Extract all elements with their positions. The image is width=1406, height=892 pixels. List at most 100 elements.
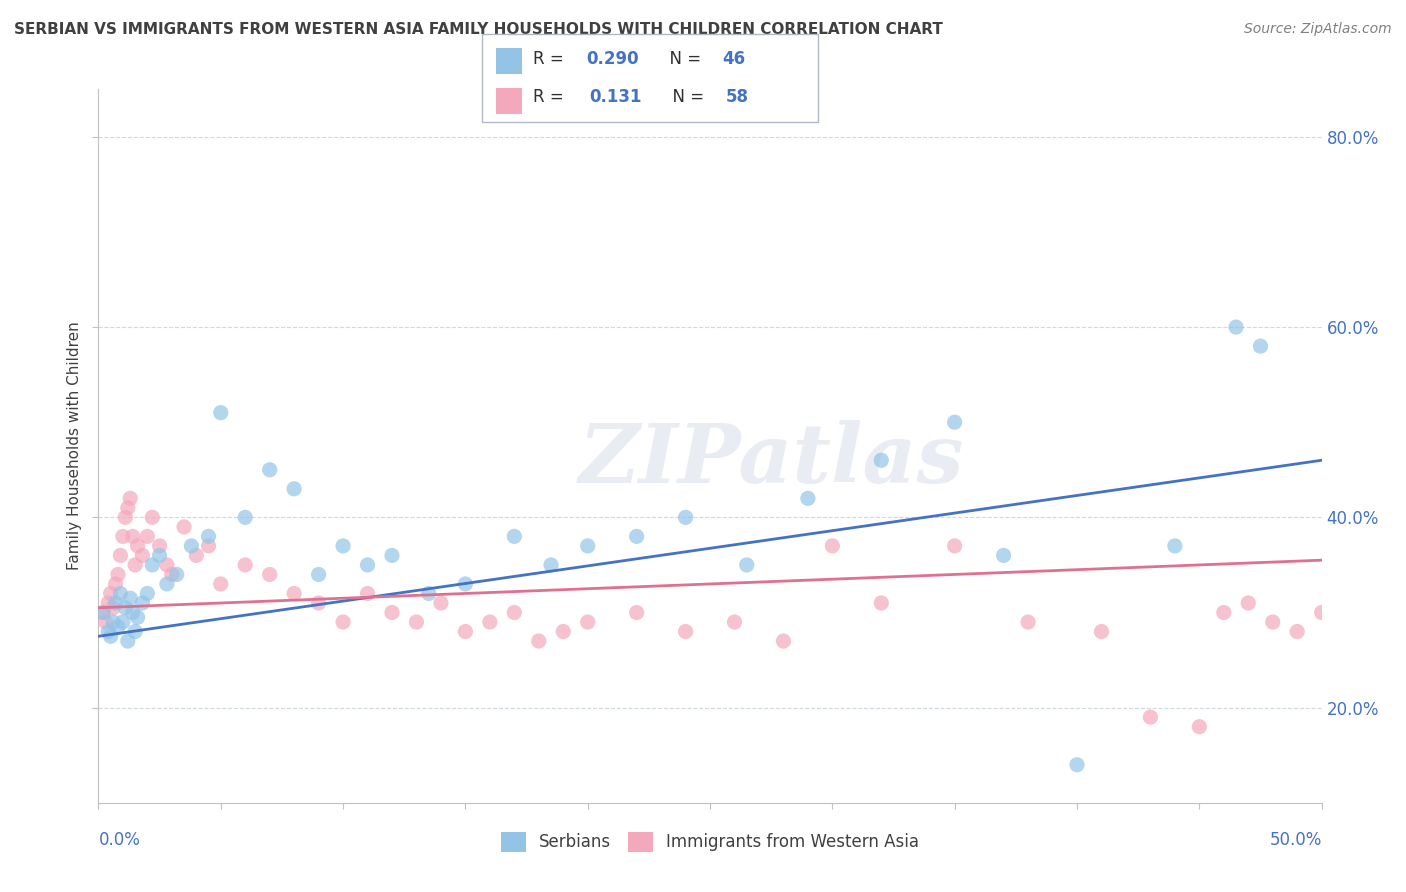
Point bbox=[197, 529, 219, 543]
Point bbox=[120, 591, 142, 606]
Point bbox=[454, 624, 477, 639]
Point bbox=[283, 482, 305, 496]
Text: Source: ZipAtlas.com: Source: ZipAtlas.com bbox=[1244, 22, 1392, 37]
Point bbox=[797, 491, 820, 506]
Point bbox=[1212, 606, 1234, 620]
Point bbox=[117, 500, 139, 515]
Point bbox=[104, 577, 127, 591]
Point bbox=[356, 558, 378, 572]
Point bbox=[131, 549, 153, 563]
Point bbox=[180, 539, 202, 553]
Point bbox=[626, 606, 648, 620]
Point bbox=[111, 615, 134, 629]
Point bbox=[110, 586, 132, 600]
Point bbox=[993, 549, 1015, 563]
Text: N =: N = bbox=[659, 51, 707, 69]
Point bbox=[381, 606, 404, 620]
Point bbox=[454, 577, 477, 591]
Point bbox=[478, 615, 501, 629]
Point bbox=[110, 549, 132, 563]
Point bbox=[160, 567, 183, 582]
Point bbox=[1237, 596, 1260, 610]
Text: 0.0%: 0.0% bbox=[98, 831, 141, 849]
Point bbox=[136, 586, 159, 600]
Point bbox=[527, 634, 550, 648]
Text: ZIPatlas: ZIPatlas bbox=[578, 420, 965, 500]
Point bbox=[127, 539, 149, 553]
Text: 50.0%: 50.0% bbox=[1270, 831, 1322, 849]
Text: 46: 46 bbox=[723, 51, 745, 69]
Point bbox=[943, 539, 966, 553]
Point bbox=[149, 539, 172, 553]
Point bbox=[503, 606, 526, 620]
Legend: Serbians, Immigrants from Western Asia: Serbians, Immigrants from Western Asia bbox=[494, 825, 927, 859]
Point bbox=[1250, 339, 1272, 353]
Point bbox=[107, 567, 129, 582]
Text: R =: R = bbox=[533, 51, 569, 69]
Point bbox=[1164, 539, 1187, 553]
Point bbox=[418, 586, 440, 600]
Point bbox=[1066, 757, 1088, 772]
Point bbox=[149, 549, 172, 563]
Point bbox=[1090, 624, 1112, 639]
Point bbox=[259, 463, 281, 477]
Point bbox=[233, 558, 256, 572]
Text: N =: N = bbox=[662, 87, 710, 105]
Point bbox=[114, 510, 136, 524]
Point bbox=[101, 600, 124, 615]
Point bbox=[97, 624, 120, 639]
Point bbox=[209, 577, 232, 591]
Point bbox=[870, 453, 893, 467]
Point bbox=[94, 615, 117, 629]
Point bbox=[197, 539, 219, 553]
Point bbox=[121, 529, 143, 543]
Point bbox=[576, 539, 599, 553]
Point bbox=[503, 529, 526, 543]
Point bbox=[233, 510, 256, 524]
Point bbox=[553, 624, 575, 639]
Point bbox=[124, 624, 146, 639]
Point bbox=[1139, 710, 1161, 724]
Text: 0.131: 0.131 bbox=[589, 87, 641, 105]
Point bbox=[308, 567, 330, 582]
Point bbox=[114, 600, 136, 615]
Point bbox=[332, 615, 354, 629]
Point bbox=[156, 577, 179, 591]
Point bbox=[166, 567, 188, 582]
Text: SERBIAN VS IMMIGRANTS FROM WESTERN ASIA FAMILY HOUSEHOLDS WITH CHILDREN CORRELAT: SERBIAN VS IMMIGRANTS FROM WESTERN ASIA … bbox=[14, 22, 943, 37]
Point bbox=[540, 558, 562, 572]
Point bbox=[141, 510, 163, 524]
Point bbox=[356, 586, 378, 600]
Point bbox=[870, 596, 893, 610]
Point bbox=[821, 539, 844, 553]
Point bbox=[675, 624, 697, 639]
Point bbox=[111, 529, 134, 543]
Point bbox=[101, 615, 124, 629]
Point bbox=[1323, 615, 1346, 629]
Point bbox=[1188, 720, 1211, 734]
Point bbox=[283, 586, 305, 600]
Point bbox=[100, 629, 122, 643]
Point bbox=[405, 615, 427, 629]
Point bbox=[943, 415, 966, 429]
Point bbox=[430, 596, 453, 610]
Point bbox=[332, 539, 354, 553]
Point bbox=[186, 549, 208, 563]
Point bbox=[117, 634, 139, 648]
Point bbox=[1225, 320, 1247, 334]
Point bbox=[104, 596, 127, 610]
Text: R =: R = bbox=[533, 87, 574, 105]
Point bbox=[1334, 586, 1357, 600]
Point bbox=[772, 634, 794, 648]
Point bbox=[675, 510, 697, 524]
Point bbox=[141, 558, 163, 572]
Point bbox=[156, 558, 179, 572]
Point bbox=[124, 558, 146, 572]
Point bbox=[209, 406, 232, 420]
Point bbox=[1261, 615, 1284, 629]
Point bbox=[136, 529, 159, 543]
Point bbox=[723, 615, 745, 629]
Point bbox=[107, 620, 129, 634]
Point bbox=[381, 549, 404, 563]
Point bbox=[1017, 615, 1039, 629]
